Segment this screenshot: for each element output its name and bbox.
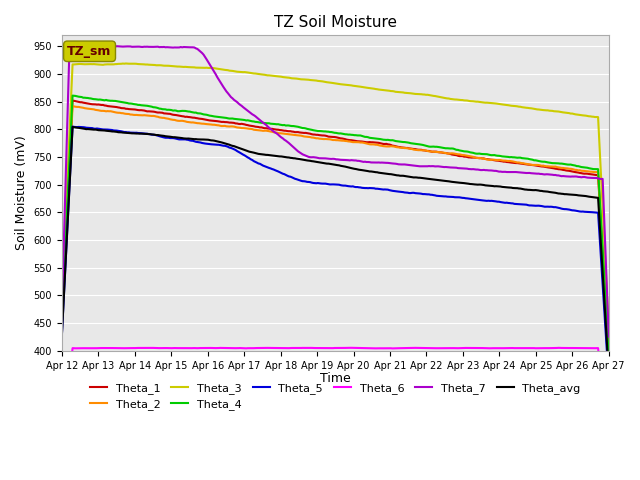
Theta_1: [68, 97, 76, 103]
Theta_7: [605, 334, 612, 339]
Theta_5: [58, 332, 66, 337]
Line: Theta_1: Theta_1: [62, 100, 609, 361]
Theta_avg: [127, 130, 134, 136]
Theta_5: [68, 124, 76, 130]
Line: Theta_avg: Theta_avg: [62, 127, 609, 373]
Theta_7: [127, 44, 134, 49]
Theta_avg: [58, 331, 66, 337]
Theta_2: [576, 168, 584, 173]
Theta_5: [605, 378, 612, 384]
Theta_2: [241, 125, 248, 131]
Theta_avg: [605, 370, 612, 376]
Theta_6: [221, 345, 228, 351]
Line: Theta_7: Theta_7: [62, 46, 609, 336]
Theta_avg: [576, 192, 584, 198]
Theta_7: [223, 88, 230, 94]
Theta_avg: [68, 124, 76, 130]
Theta_2: [58, 321, 66, 326]
Theta_avg: [299, 156, 307, 162]
Theta_2: [605, 356, 612, 362]
Theta_2: [68, 103, 76, 109]
Theta_4: [299, 125, 307, 131]
Theta_7: [58, 306, 66, 312]
Theta_avg: [223, 141, 230, 147]
Theta_4: [605, 355, 612, 360]
Theta_5: [250, 158, 258, 164]
Theta_4: [576, 164, 584, 169]
Theta_1: [241, 121, 248, 127]
Theta_3: [241, 69, 248, 75]
X-axis label: Time: Time: [320, 372, 351, 385]
Theta_1: [299, 130, 307, 136]
Theta_2: [299, 133, 307, 139]
Theta_7: [576, 174, 584, 180]
Line: Theta_4: Theta_4: [62, 96, 609, 358]
Theta_5: [241, 153, 248, 158]
Theta_5: [223, 144, 230, 149]
Theta_1: [576, 170, 584, 176]
Line: Theta_3: Theta_3: [62, 63, 609, 330]
Theta_3: [58, 299, 66, 304]
Theta_6: [605, 450, 612, 456]
Theta_7: [79, 43, 87, 49]
Theta_3: [250, 71, 258, 76]
Theta_2: [250, 127, 258, 132]
Theta_6: [576, 345, 584, 351]
Theta_2: [223, 123, 230, 129]
Theta_3: [299, 76, 307, 82]
Theta_avg: [241, 147, 248, 153]
Theta_1: [127, 106, 134, 112]
Theta_4: [127, 101, 134, 107]
Theta_6: [346, 345, 354, 351]
Line: Theta_2: Theta_2: [62, 106, 609, 359]
Theta_7: [241, 106, 248, 111]
Theta_5: [299, 178, 307, 184]
Line: Theta_5: Theta_5: [62, 127, 609, 381]
Theta_5: [127, 130, 134, 135]
Theta_3: [223, 67, 230, 73]
Theta_7: [299, 152, 307, 157]
Theta_5: [576, 209, 584, 215]
Theta_4: [241, 117, 248, 123]
Theta_6: [239, 346, 247, 351]
Theta_4: [223, 115, 230, 121]
Theta_4: [58, 315, 66, 321]
Theta_3: [122, 60, 130, 66]
Theta_1: [605, 358, 612, 364]
Theta_6: [58, 450, 66, 456]
Legend: Theta_1, Theta_2, Theta_3, Theta_4, Theta_5, Theta_6, Theta_7, Theta_avg: Theta_1, Theta_2, Theta_3, Theta_4, Thet…: [86, 378, 585, 415]
Text: TZ_sm: TZ_sm: [67, 45, 112, 58]
Theta_6: [125, 345, 132, 351]
Theta_7: [250, 112, 258, 118]
Theta_1: [250, 123, 258, 129]
Theta_avg: [250, 150, 258, 156]
Line: Theta_6: Theta_6: [62, 348, 609, 453]
Theta_1: [58, 317, 66, 323]
Theta_1: [223, 119, 230, 125]
Title: TZ Soil Moisture: TZ Soil Moisture: [274, 15, 397, 30]
Theta_6: [297, 345, 305, 351]
Y-axis label: Soil Moisture (mV): Soil Moisture (mV): [15, 136, 28, 251]
Theta_3: [127, 61, 134, 67]
Theta_4: [68, 93, 76, 98]
Theta_2: [127, 112, 134, 118]
Theta_3: [605, 327, 612, 333]
Theta_3: [576, 112, 584, 118]
Theta_6: [248, 345, 256, 351]
Theta_4: [250, 119, 258, 124]
